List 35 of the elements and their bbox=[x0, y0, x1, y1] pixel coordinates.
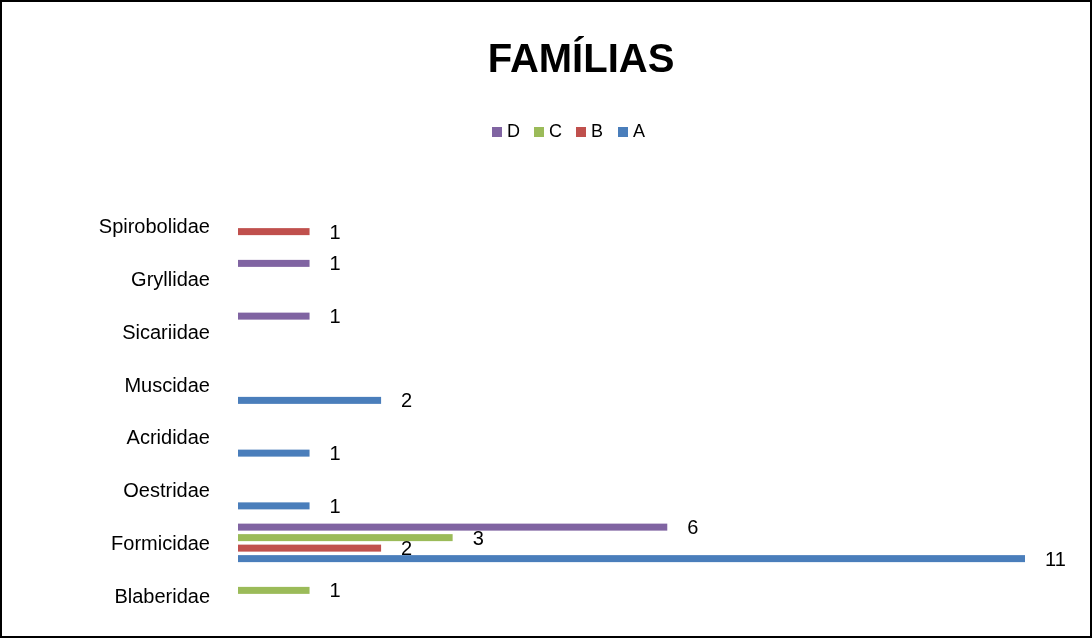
bar bbox=[238, 259, 310, 267]
y-tick-label: Acrididae bbox=[126, 426, 210, 449]
bar bbox=[238, 502, 310, 510]
data-label: 1 bbox=[329, 494, 341, 517]
data-label: 1 bbox=[329, 442, 341, 465]
data-label: 2 bbox=[401, 537, 413, 560]
legend-label: A bbox=[633, 121, 646, 141]
y-tick-label: Formicidae bbox=[111, 531, 210, 554]
y-tick-label: Muscidae bbox=[124, 373, 210, 396]
bar bbox=[238, 555, 1025, 563]
bar bbox=[238, 523, 668, 531]
data-label: 6 bbox=[687, 516, 699, 539]
data-label: 11 bbox=[1045, 547, 1066, 570]
legend-label: B bbox=[591, 121, 604, 141]
bar bbox=[238, 396, 382, 404]
legend-label: C bbox=[549, 121, 562, 141]
data-label: 1 bbox=[329, 252, 341, 275]
data-label: 1 bbox=[329, 220, 341, 243]
y-tick-label: Sicariidae bbox=[122, 320, 210, 343]
bar bbox=[238, 228, 310, 236]
y-tick-label: Oestridae bbox=[123, 479, 210, 502]
bar bbox=[238, 449, 310, 457]
y-tick-label: Blaberidae bbox=[114, 584, 210, 607]
data-label: 2 bbox=[401, 389, 413, 412]
data-label: 1 bbox=[329, 305, 341, 328]
bar bbox=[238, 312, 310, 320]
bar bbox=[238, 544, 382, 552]
legend-label: D bbox=[507, 121, 520, 141]
bar bbox=[238, 534, 453, 542]
y-tick-label: Gryllidae bbox=[131, 268, 210, 291]
data-label: 3 bbox=[472, 526, 484, 549]
y-tick-label: Spirobolidae bbox=[98, 215, 210, 238]
data-label: 1 bbox=[329, 579, 341, 602]
chart-title: FAMÍLIAS bbox=[487, 36, 675, 80]
bar bbox=[238, 586, 310, 594]
